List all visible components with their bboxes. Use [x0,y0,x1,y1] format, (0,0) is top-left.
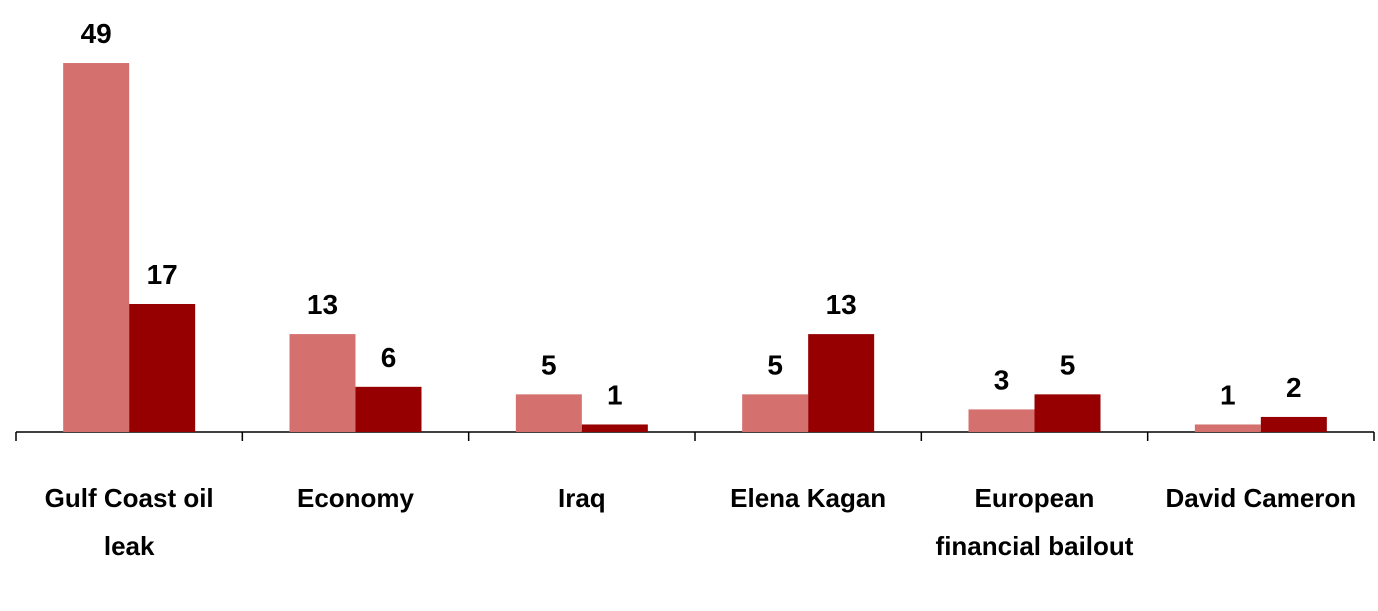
bar [1034,394,1101,432]
data-label: 13 [307,289,338,320]
data-label: 1 [607,379,623,410]
x-tick-label: Iraq [557,483,606,513]
bar [1260,416,1327,432]
data-label: 6 [381,342,397,373]
data-label: 3 [994,364,1010,395]
bar [1194,424,1261,432]
bar [581,424,648,432]
data-label: 2 [1286,372,1302,403]
data-label: 49 [81,18,112,49]
data-label: 5 [1060,349,1076,380]
bar [129,303,196,432]
bar [968,409,1035,432]
x-tick-label: European financial bailout [935,483,1134,561]
bar [63,63,130,432]
bar [742,394,809,432]
bar [808,334,875,432]
x-tick-label: David Cameron [1165,483,1357,513]
x-tick-label: Economy [296,483,415,513]
x-tick-label: Elena Kagan [730,483,887,513]
data-label: 5 [767,349,783,380]
bar [355,386,422,432]
data-label: 5 [541,349,557,380]
bar [289,334,356,432]
data-label: 1 [1220,379,1236,410]
x-tick-label: Gulf Coast oil leak [44,483,214,561]
bar [515,394,582,432]
data-label: 17 [147,259,178,290]
data-label: 13 [826,289,857,320]
